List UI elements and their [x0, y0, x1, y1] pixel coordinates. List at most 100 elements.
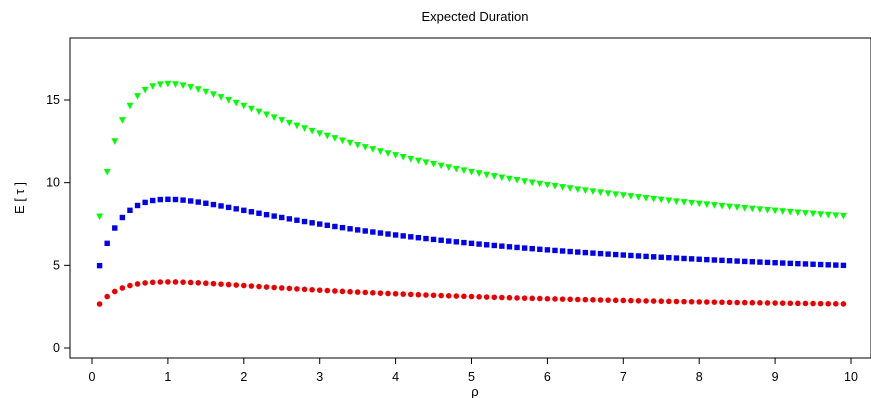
- data-point: [263, 211, 270, 218]
- data-point: [726, 299, 733, 306]
- x-tick-label: 1: [164, 370, 171, 384]
- data-point: [650, 298, 657, 304]
- data-point: [506, 244, 513, 250]
- data-point: [650, 254, 657, 260]
- data-point: [483, 171, 491, 179]
- data-point: [628, 297, 634, 304]
- data-point: [156, 81, 164, 88]
- data-point: [119, 214, 126, 221]
- data-point: [180, 279, 186, 285]
- data-point: [589, 188, 597, 196]
- data-point: [719, 257, 725, 264]
- data-point: [332, 288, 338, 294]
- data-point: [134, 93, 141, 100]
- data-point: [241, 282, 247, 289]
- data-point: [332, 223, 338, 230]
- data-point: [757, 300, 763, 306]
- data-point: [324, 287, 331, 294]
- data-point: [134, 281, 141, 287]
- data-point: [786, 208, 794, 216]
- data-point: [430, 161, 437, 168]
- data-point: [331, 135, 339, 142]
- data-point: [263, 111, 270, 119]
- data-point: [218, 281, 224, 287]
- data-point: [377, 148, 384, 155]
- data-point: [605, 251, 611, 257]
- data-point: [748, 205, 756, 213]
- data-point: [764, 259, 771, 266]
- data-point: [96, 262, 103, 269]
- data-point: [605, 297, 611, 303]
- data-point: [673, 198, 680, 205]
- data-point: [453, 293, 460, 299]
- data-point: [437, 162, 445, 170]
- data-point: [840, 262, 847, 269]
- x-tick-label: 8: [696, 370, 703, 384]
- data-point: [301, 286, 308, 293]
- data-point: [628, 252, 634, 259]
- data-point: [741, 205, 749, 212]
- data-point: [833, 262, 839, 268]
- data-point: [119, 285, 126, 291]
- data-point: [688, 199, 696, 207]
- data-point: [613, 251, 619, 258]
- data-point: [362, 228, 368, 234]
- data-points: [96, 80, 847, 307]
- data-point: [233, 206, 239, 212]
- data-point: [521, 295, 528, 301]
- data-point: [271, 284, 277, 291]
- data-point: [203, 280, 209, 287]
- data-point: [385, 231, 391, 237]
- data-point: [665, 197, 673, 205]
- data-point: [172, 81, 179, 88]
- data-point: [399, 154, 407, 161]
- data-point: [384, 150, 392, 157]
- data-point: [749, 299, 756, 306]
- data-point: [392, 152, 399, 159]
- data-point: [361, 144, 369, 151]
- data-point: [408, 234, 414, 240]
- data-point: [271, 213, 277, 219]
- data-point: [400, 291, 406, 297]
- x-tick-label: 3: [316, 370, 323, 384]
- x-tick-label: 4: [392, 370, 399, 384]
- data-point: [581, 187, 589, 194]
- data-point: [552, 247, 558, 254]
- data-point: [513, 177, 521, 184]
- data-point: [499, 294, 505, 301]
- data-point: [666, 254, 672, 261]
- data-point: [225, 96, 233, 104]
- data-point: [301, 125, 308, 132]
- data-point: [491, 242, 497, 249]
- data-point: [506, 175, 513, 183]
- data-point: [741, 299, 748, 306]
- data-point: [172, 279, 179, 285]
- data-point: [742, 258, 748, 265]
- data-point: [104, 240, 110, 247]
- data-point: [407, 155, 415, 163]
- data-point: [772, 260, 778, 266]
- data-point: [620, 297, 627, 304]
- data-point: [217, 94, 225, 101]
- data-point: [210, 91, 217, 98]
- data-point: [650, 195, 658, 203]
- data-point: [733, 204, 741, 211]
- data-point: [483, 294, 490, 300]
- data-point: [521, 245, 528, 251]
- data-point: [726, 258, 733, 264]
- data-point: [142, 280, 148, 286]
- data-point: [574, 186, 582, 193]
- data-point: [149, 83, 157, 90]
- data-point: [461, 239, 467, 246]
- data-point: [127, 207, 133, 214]
- data-point: [202, 88, 210, 96]
- data-point: [294, 217, 300, 223]
- data-point: [461, 293, 467, 300]
- data-point: [840, 301, 847, 307]
- data-point: [597, 189, 604, 197]
- data-point: [703, 299, 710, 305]
- data-point: [688, 298, 695, 305]
- data-point: [597, 250, 604, 257]
- data-point: [552, 296, 558, 302]
- data-point: [825, 300, 832, 307]
